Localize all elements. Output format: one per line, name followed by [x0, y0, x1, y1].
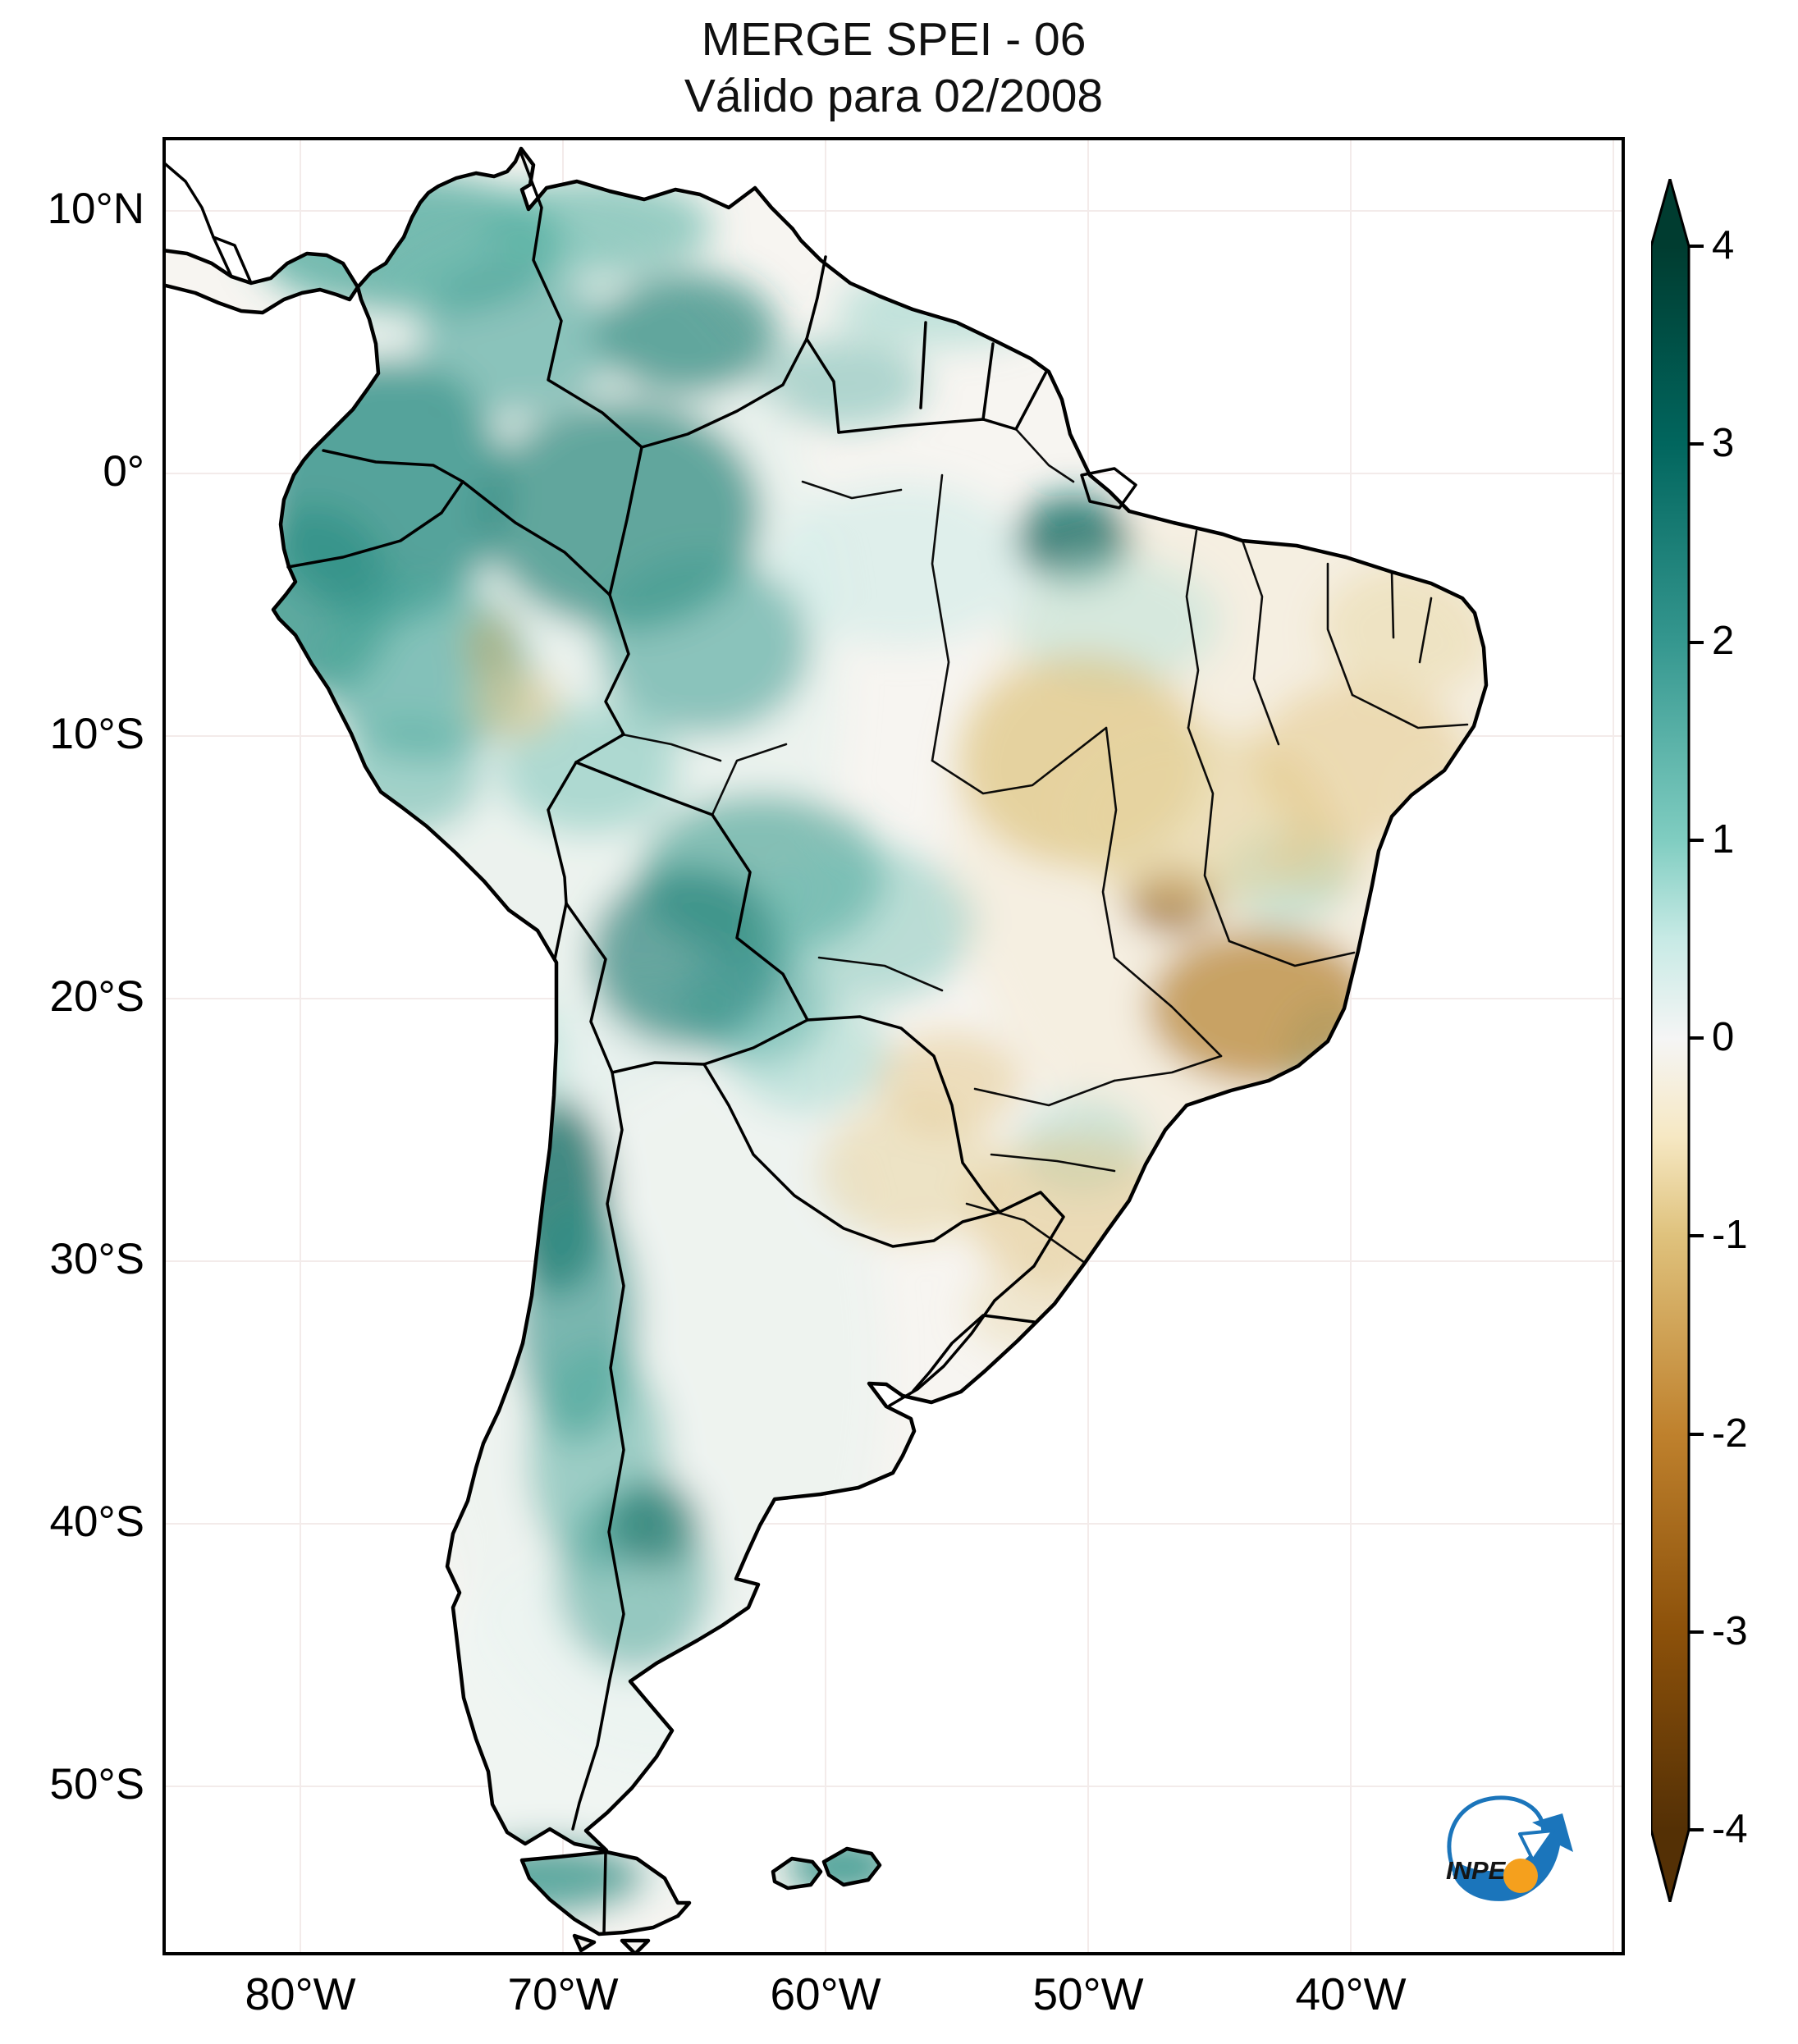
x-tick-80w: 80°W	[245, 1969, 356, 2019]
y-tick-30s: 30°S	[49, 1235, 145, 1284]
colorbar-tick-marks	[1689, 245, 1704, 1831]
cbar-tick-3: 3	[1712, 420, 1735, 465]
x-tick-60w: 60°W	[770, 1969, 881, 2019]
x-tick-50w: 50°W	[1032, 1969, 1144, 2019]
title-line-1: MERGE SPEI - 06	[701, 13, 1087, 66]
cbar-tick-m1: -1	[1712, 1212, 1748, 1257]
logo-spiral-arrow	[1447, 1795, 1546, 1887]
y-tick-10s: 10°S	[49, 710, 145, 759]
logo-text: INPE	[1446, 1856, 1507, 1885]
state-borders	[620, 428, 1469, 1264]
logo-orange-circle	[1503, 1859, 1538, 1893]
south-america-spei-map	[162, 137, 1625, 1955]
x-tick-70w: 70°W	[507, 1969, 619, 2019]
plot-frame	[162, 137, 1625, 1955]
y-tick-0: 0°	[103, 447, 144, 496]
cbar-tick-m3: -3	[1712, 1608, 1748, 1653]
y-tick-20s: 20°S	[49, 972, 145, 1022]
cbar-tick-2: 2	[1712, 618, 1735, 663]
colorbar	[1651, 179, 1782, 1902]
cbar-tick-m2: -2	[1712, 1411, 1748, 1456]
cbar-tick-0: 0	[1712, 1014, 1735, 1059]
x-tick-40w: 40°W	[1295, 1969, 1407, 2019]
cbar-tick-m4: -4	[1712, 1806, 1748, 1851]
cbar-tick-1: 1	[1712, 816, 1735, 862]
y-tick-50s: 50°S	[49, 1760, 145, 1809]
map-plot-area	[162, 137, 1625, 1955]
title-line-2: Válido para 02/2008	[684, 70, 1104, 122]
figure-title: MERGE SPEI - 06 Válido para 02/2008	[162, 11, 1625, 125]
colorbar-gradient	[1651, 179, 1704, 1902]
inpe-logo: INPE	[1438, 1790, 1590, 1914]
y-tick-10n: 10°N	[47, 185, 144, 234]
logo-spiral-arrowhead	[1518, 1829, 1555, 1862]
country-borders	[162, 152, 1137, 1934]
cbar-tick-4: 4	[1712, 222, 1735, 268]
y-tick-40s: 40°S	[49, 1498, 145, 1547]
